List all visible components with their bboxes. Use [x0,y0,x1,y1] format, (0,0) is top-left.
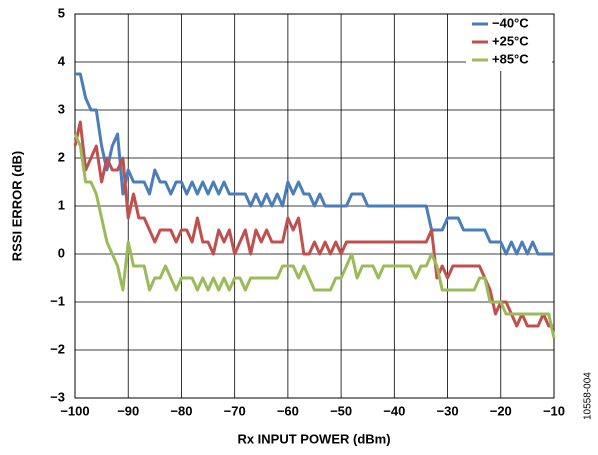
y-tick-label: 2 [58,149,65,164]
plot-frame [74,13,555,399]
legend-label: +85°C [492,51,529,66]
y-tick-label: −1 [50,293,65,308]
legend-label: +25°C [492,33,529,48]
series-line [73,120,554,328]
y-tick-label: −3 [50,389,65,404]
x-tick-label: −20 [490,403,512,418]
y-tick-label: 4 [58,53,66,68]
legend-label: −40°C [492,15,529,30]
series-line [75,72,554,256]
x-tick-label: −30 [437,403,459,418]
x-axis-label: Rx INPUT POWER (dBm) [237,431,390,446]
y-tick-label: −2 [50,341,65,356]
y-tick-label: 1 [58,197,65,212]
x-tick-label: −50 [330,403,352,418]
x-tick-label: −90 [117,403,139,418]
x-tick-label: −10 [543,403,565,418]
x-tick-label: −80 [170,403,192,418]
y-axis-label: RSSI ERROR (dB) [9,151,24,262]
x-tick-label: −70 [224,403,246,418]
figure-id: 10558-004 [583,372,594,420]
y-tick-label: 3 [58,101,65,116]
x-tick-label: −40 [383,403,405,418]
series-line [73,133,556,339]
y-tick-label: 0 [58,245,65,260]
y-tick-label: 5 [58,5,65,20]
x-tick-label: −60 [277,403,299,418]
x-tick-label: −100 [60,403,89,418]
